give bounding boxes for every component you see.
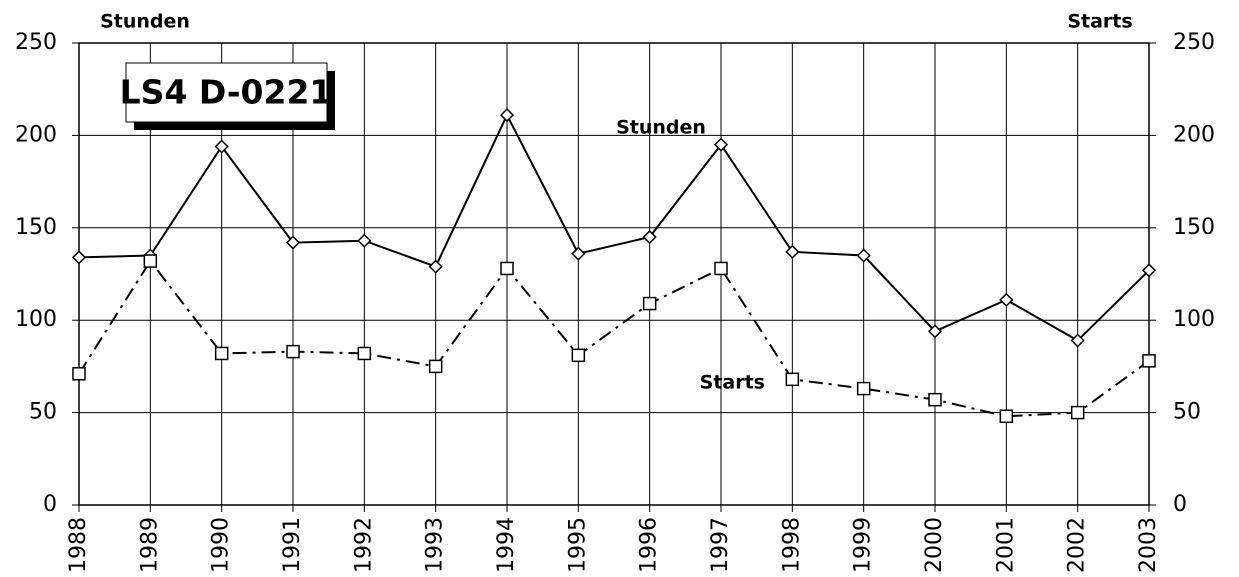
- x-tick-label: 1991: [280, 517, 305, 573]
- marker: [357, 233, 372, 248]
- x-tick-label: 1999: [851, 517, 876, 573]
- x-tick-label: 1998: [779, 517, 804, 573]
- marker: [999, 409, 1014, 424]
- marker: [928, 392, 942, 407]
- x-tick-label: 1996: [637, 517, 662, 573]
- annotation: Starts: [700, 372, 765, 394]
- marker: [785, 244, 800, 259]
- marker: [357, 346, 372, 361]
- marker: [571, 348, 586, 363]
- y-tick-label: 100: [15, 307, 57, 332]
- marker: [72, 367, 86, 381]
- marker: [999, 292, 1014, 307]
- y-tick-label: 150: [15, 215, 57, 240]
- marker: [214, 346, 229, 361]
- y2-tick-label: 50: [1173, 400, 1201, 425]
- marker: [214, 139, 229, 154]
- y-tick-label: 50: [29, 400, 57, 425]
- x-tick-label: 1994: [494, 517, 519, 573]
- y2-axis-title: Starts: [1067, 11, 1132, 33]
- y2-tick-label: 0: [1173, 492, 1187, 517]
- marker: [1141, 263, 1157, 278]
- marker: [714, 261, 728, 276]
- marker: [927, 324, 943, 339]
- marker: [143, 254, 158, 268]
- marker: [428, 259, 443, 274]
- series-line: [78, 112, 1150, 342]
- x-tick-label: 2001: [993, 517, 1018, 573]
- x-tick-label: 1993: [423, 517, 448, 573]
- marker: [642, 229, 657, 245]
- x-tick-label: 1988: [66, 517, 91, 573]
- marker: [499, 108, 515, 123]
- chart-title: LS4 D-0221: [120, 73, 333, 112]
- y-tick-label: 250: [15, 30, 57, 55]
- x-tick-label: 1997: [708, 517, 733, 573]
- x-tick-label: 1989: [137, 517, 162, 573]
- y2-tick-label: 150: [1173, 215, 1215, 240]
- x-tick-label: 1995: [565, 517, 590, 573]
- marker: [856, 381, 871, 396]
- y-tick-label: 200: [15, 122, 57, 147]
- x-tick-label: 1992: [351, 517, 376, 573]
- y2-tick-label: 200: [1173, 122, 1215, 147]
- marker: [571, 246, 586, 261]
- marker: [500, 261, 514, 276]
- y2-tick-label: 100: [1173, 307, 1215, 332]
- marker: [856, 248, 871, 263]
- marker: [1070, 405, 1085, 420]
- marker: [428, 359, 443, 374]
- marker: [1142, 354, 1156, 368]
- y2-tick-label: 250: [1173, 30, 1215, 55]
- series-line: [78, 259, 1150, 418]
- marker: [785, 372, 800, 387]
- x-tick-label: 1990: [209, 517, 234, 573]
- marker: [642, 296, 657, 311]
- title-box: [125, 62, 328, 123]
- y-axis-title: Stunden: [100, 11, 190, 33]
- marker: [1070, 333, 1085, 348]
- marker: [713, 137, 729, 152]
- x-tick-label: 2003: [1136, 517, 1161, 573]
- x-tick-label: 2000: [922, 517, 947, 573]
- annotation: Stunden: [616, 117, 706, 139]
- x-tick-label: 2002: [1065, 517, 1090, 573]
- marker: [71, 250, 87, 265]
- marker: [286, 344, 300, 359]
- marker: [285, 235, 301, 250]
- y-tick-label: 0: [43, 492, 57, 517]
